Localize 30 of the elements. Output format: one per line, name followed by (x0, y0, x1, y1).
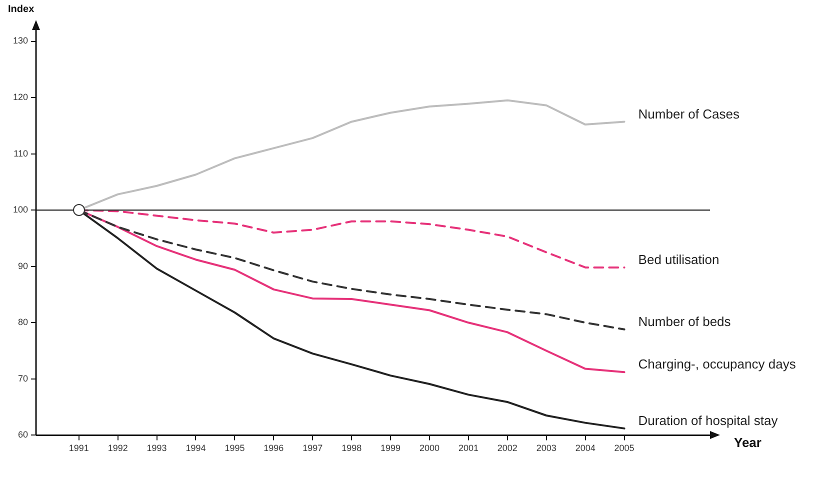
x-tick-label: 2002 (497, 443, 518, 454)
series-label: Number of beds (638, 314, 732, 329)
x-tick-label: 2000 (419, 443, 440, 454)
x-tick-label: 2004 (575, 443, 596, 454)
x-tick-label: 2001 (458, 443, 478, 454)
x-tick-label: 2005 (614, 443, 634, 454)
x-axis-title: Year (734, 434, 762, 450)
x-tick-label: 1995 (224, 443, 245, 454)
y-tick-label: 110 (14, 148, 28, 158)
series-label: Bed utilisation (638, 252, 720, 268)
x-tick-label: 1997 (302, 443, 323, 454)
series-label: Number of Cases (638, 106, 740, 122)
x-tick-label: 1992 (108, 443, 128, 454)
x-tick-label: 2003 (536, 443, 556, 454)
y-tick-label: 120 (12, 92, 28, 102)
y-tick-label: 60 (18, 430, 28, 440)
x-tick-label: 1993 (146, 443, 167, 454)
x-tick-label: 1996 (264, 443, 284, 454)
x-tick-label: 1994 (186, 443, 206, 454)
x-tick-label: 1991 (68, 443, 89, 454)
x-tick-label: 1999 (380, 443, 401, 454)
y-tick-label: 70 (18, 373, 28, 384)
y-tick-label: 130 (12, 36, 28, 46)
y-axis-title: Index (8, 4, 35, 15)
y-tick-label: 100 (12, 204, 28, 215)
series-label: Charging-, occupancy days (638, 356, 796, 372)
y-tick-label: 80 (18, 317, 28, 328)
series-label: Duration of hospital stay (638, 413, 778, 428)
y-tick-label: 90 (18, 260, 28, 271)
x-tick-label: 1998 (342, 443, 362, 454)
